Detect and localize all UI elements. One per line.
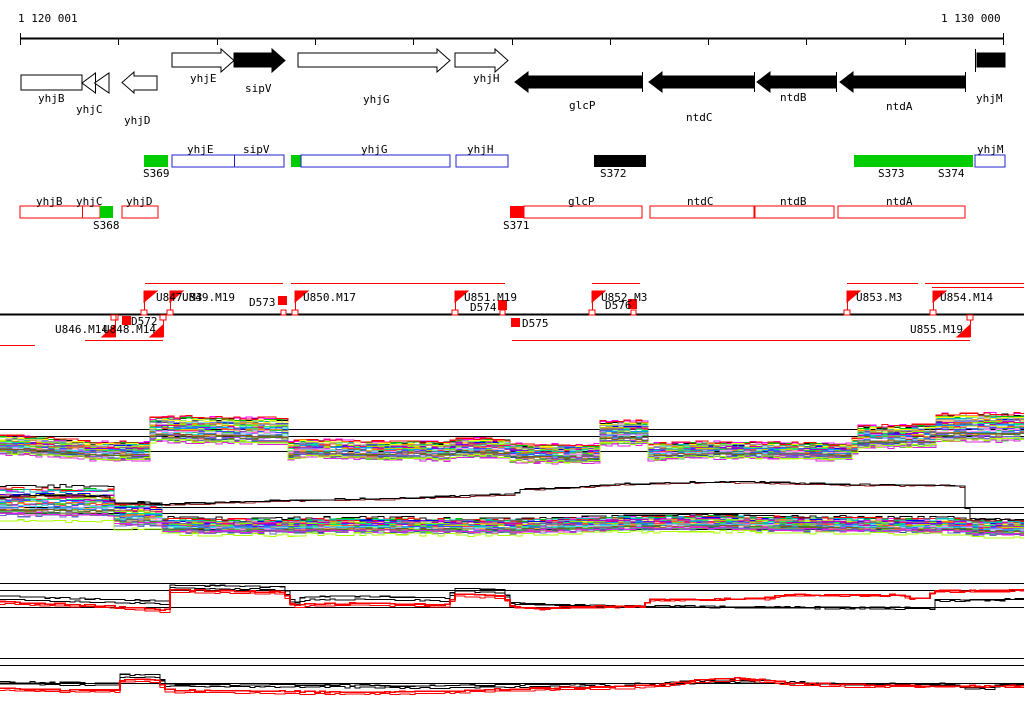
probe-flag-u855-m19-base (966, 314, 974, 321)
expression-trace (0, 436, 1024, 464)
probe-d572-marker (110, 314, 117, 321)
probe-flag-u850-m17-base (291, 309, 299, 316)
segment-glcp[interactable] (523, 205, 643, 219)
probe-d573-marker (280, 309, 287, 316)
segment-yhjh[interactable] (455, 154, 509, 168)
probe-flag-u848-m14-base (159, 314, 167, 321)
segment-yhjd[interactable] (121, 205, 159, 219)
expression-trace (0, 511, 1024, 536)
probe-d575[interactable] (511, 318, 520, 327)
probe-flag-u851-m19[interactable] (454, 290, 470, 304)
probe-flag-u850-m17[interactable] (294, 290, 310, 304)
gene-yhjg[interactable] (297, 47, 451, 74)
gene-yhjc[interactable] (93, 72, 110, 94)
expression-trace (0, 673, 1024, 689)
gene-sipv[interactable] (233, 47, 286, 74)
segment-ntda[interactable] (837, 205, 966, 219)
probe-flag-u847-m3-base (140, 309, 148, 316)
expression-trace (0, 432, 1024, 460)
gene-ntda[interactable] (839, 70, 966, 94)
segment-ntdb[interactable] (754, 205, 835, 219)
probe-flag-u855-m19[interactable] (955, 323, 971, 338)
probe-flag-u849-m19[interactable] (169, 290, 185, 304)
probe-flag-u854-m14[interactable] (932, 290, 948, 304)
gene-yhjc[interactable] (81, 72, 96, 94)
gene-yhje[interactable] (171, 47, 235, 74)
probe-flag-u852-m3[interactable] (591, 290, 607, 304)
probe-flag-u846-m14[interactable] (100, 323, 116, 338)
expression-trace (0, 504, 1024, 532)
gene-ntdc[interactable] (648, 70, 755, 94)
segment-s371[interactable] (510, 206, 524, 218)
segment-green-segment[interactable] (291, 155, 301, 167)
segment-s372[interactable] (594, 155, 646, 167)
probe-flag-u851-m19-base (451, 309, 459, 316)
segment-s369[interactable] (144, 155, 168, 167)
gene-yhjd[interactable] (121, 70, 158, 95)
probe-flag-u849-m19-base (166, 309, 174, 316)
segment-yhje-sipv[interactable] (171, 154, 285, 168)
expression-trace (0, 676, 1024, 694)
expression-trace (0, 489, 1024, 525)
gene-yhjh[interactable] (454, 47, 509, 74)
expression-trace (0, 519, 1024, 539)
gene-yhjm[interactable] (976, 52, 1006, 68)
probe-d574[interactable] (498, 300, 507, 310)
probe-flag-u854-m14-base (929, 309, 937, 316)
segment-yhjm[interactable] (974, 154, 1006, 168)
probe-flag-u847-m3[interactable] (143, 290, 159, 304)
probe-d576-marker (630, 309, 637, 316)
gene-glcp[interactable] (514, 70, 643, 94)
segment-s368[interactable] (100, 206, 113, 218)
probe-d573[interactable] (278, 296, 287, 305)
gene-yhjb[interactable] (20, 74, 83, 91)
segment-s373-s374[interactable] (854, 155, 973, 167)
expression-trace (0, 423, 1024, 454)
segment-yhjb-yhjc[interactable] (19, 205, 101, 219)
expression-trace (0, 480, 1024, 521)
expression-trace (0, 678, 1024, 696)
probe-d572[interactable] (122, 316, 131, 325)
expression-trace (0, 438, 1024, 465)
expression-trace (0, 588, 1024, 612)
probe-flag-u853-m3[interactable] (846, 290, 862, 304)
probe-d576[interactable] (628, 299, 637, 309)
probe-d574-marker (499, 309, 506, 316)
gene-ntdb[interactable] (756, 70, 837, 94)
probe-flag-u852-m3-base (588, 309, 596, 316)
segment-yhjg[interactable] (300, 154, 451, 168)
probe-flag-u853-m3-base (843, 309, 851, 316)
segment-ntdc[interactable] (649, 205, 755, 219)
probe-flag-u848-m14[interactable] (148, 323, 164, 338)
expression-trace (0, 584, 1024, 609)
